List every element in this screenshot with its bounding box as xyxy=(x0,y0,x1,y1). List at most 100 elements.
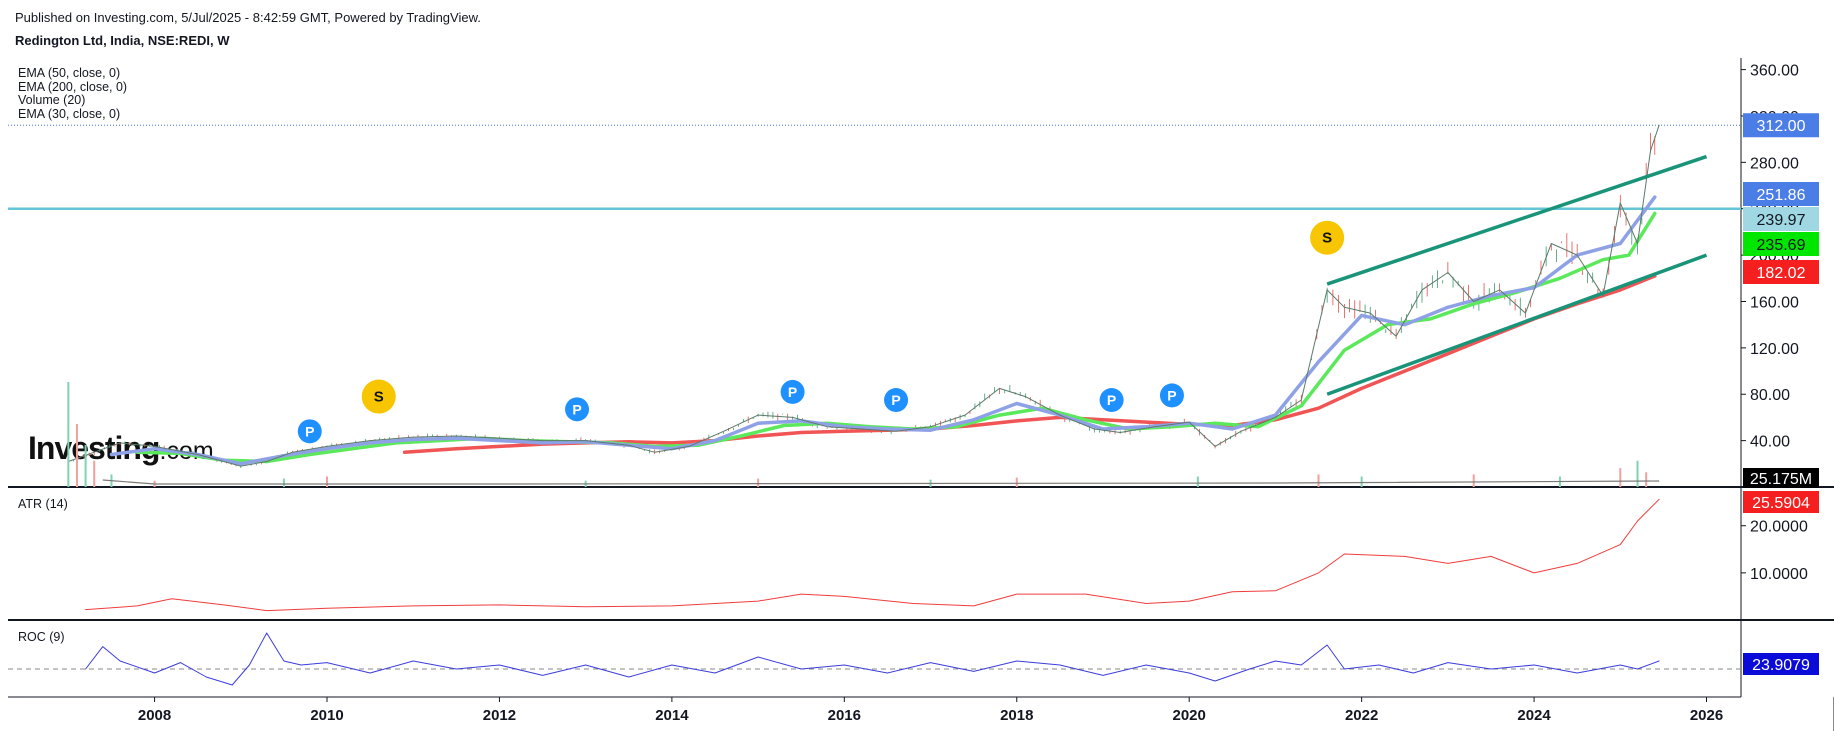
volume-pane xyxy=(67,382,1660,487)
atr-axis-tick-label: 20.0000 xyxy=(1750,519,1808,536)
dividend-marker[interactable]: P xyxy=(1099,388,1124,413)
time-axis-tick-label: 2010 xyxy=(310,707,343,724)
time-axis-tick-label: 2020 xyxy=(1173,707,1206,724)
split-marker[interactable]: S xyxy=(361,379,396,414)
published-caption: Published on Investing.com, 5/Jul/2025 -… xyxy=(15,10,481,25)
volume-tag-label: 25.175M xyxy=(1750,471,1812,488)
price-tag-bg xyxy=(1743,182,1819,206)
price-axis-tick-label: 120.00 xyxy=(1750,341,1799,358)
legend-ema30[interactable]: EMA (30, close, 0) xyxy=(18,106,121,121)
dividend-marker[interactable]: P xyxy=(780,379,805,404)
atr-pane-label[interactable]: ATR (14) xyxy=(18,497,68,511)
marker-label: P xyxy=(572,401,581,417)
marker-label: S xyxy=(374,389,384,406)
price-tag: 239.97 xyxy=(1743,207,1819,231)
time-axis-tick-label: 2024 xyxy=(1517,707,1551,724)
price-tag-label: 239.97 xyxy=(1757,212,1806,229)
marker-circle[interactable] xyxy=(1310,220,1345,255)
price-pane[interactable]: P S P P P P P S xyxy=(8,124,1741,468)
price-tag: 182.02 xyxy=(1743,260,1819,284)
split-marker[interactable]: S xyxy=(1310,220,1345,255)
volume-bar xyxy=(282,478,285,487)
price-axis-tick-label: 40.00 xyxy=(1750,434,1790,451)
time-axis-tick-label: 2026 xyxy=(1690,707,1723,724)
atr-pane[interactable] xyxy=(85,498,1660,612)
atr-tag: 25.5904 xyxy=(1743,491,1819,513)
time-axis-tick-label: 2016 xyxy=(828,707,861,724)
marker-circle[interactable] xyxy=(565,397,590,422)
roc-pane[interactable] xyxy=(8,632,1741,686)
price-axis-tick-label: 80.00 xyxy=(1750,387,1790,404)
logo-main: Investing xyxy=(28,430,160,466)
volume-bar xyxy=(1015,477,1018,487)
marker-label: P xyxy=(1107,392,1116,408)
volume-bar xyxy=(84,445,87,487)
price-tag-label: 235.69 xyxy=(1757,237,1806,254)
atr-tag-label: 25.5904 xyxy=(1752,495,1810,512)
dividend-marker[interactable]: P xyxy=(297,419,322,444)
indicator-legend: EMA (50, close, 0) EMA (200, close, 0) V… xyxy=(18,66,128,121)
marker-circle[interactable] xyxy=(1099,388,1124,413)
volume-bar xyxy=(67,382,70,487)
time-axis-tick-label: 2022 xyxy=(1345,707,1378,724)
volume-bar xyxy=(757,478,760,487)
symbol-title: Redington Ltd, India, NSE:REDI, W xyxy=(15,33,230,48)
marker-circle[interactable] xyxy=(297,419,322,444)
volume-bar xyxy=(93,460,96,487)
dividend-marker[interactable]: P xyxy=(884,388,909,413)
time-axis-tick-label: 2014 xyxy=(655,707,689,724)
price-candles xyxy=(67,132,1656,468)
marker-circle[interactable] xyxy=(780,379,805,404)
ema50-line xyxy=(109,195,1657,466)
roc-tag: 23.9079 xyxy=(1743,653,1819,675)
volume-ma-line xyxy=(102,479,1660,485)
marker-label: P xyxy=(788,384,797,400)
price-close-line xyxy=(67,124,1660,467)
volume-bar xyxy=(1636,460,1639,487)
price-tag: 235.69 xyxy=(1743,232,1819,256)
volume-bar xyxy=(1472,474,1475,487)
dividend-marker[interactable]: P xyxy=(1159,383,1184,408)
atr-line xyxy=(85,498,1660,612)
time-axis[interactable]: 2008 2010 2012 2014 2016 2018 2020 2022 2024 2026 xyxy=(138,697,1723,724)
legend-ema200[interactable]: EMA (200, close, 0) xyxy=(18,79,128,94)
volume-bar xyxy=(75,424,78,487)
channel-upper-line[interactable] xyxy=(1326,154,1708,286)
volume-bar xyxy=(1196,476,1199,487)
price-axis-tick-label: 360.00 xyxy=(1750,63,1799,80)
price-tag-bg xyxy=(1743,232,1819,256)
price-axis-tick-label: 160.00 xyxy=(1750,294,1799,311)
volume-bar xyxy=(326,476,329,487)
price-tag-bg xyxy=(1743,260,1819,284)
atr-tag-bg xyxy=(1743,491,1819,513)
volume-bar xyxy=(1619,468,1622,487)
legend-ema50[interactable]: EMA (50, close, 0) xyxy=(18,66,121,80)
price-axis-tick-label: 280.00 xyxy=(1750,155,1799,172)
marker-label: S xyxy=(1322,230,1332,247)
price-tag-bg xyxy=(1743,207,1819,231)
time-axis-tick-label: 2008 xyxy=(138,707,171,724)
channel-lower-line[interactable] xyxy=(1326,253,1708,396)
volume-tag-bg xyxy=(1743,468,1819,488)
price-tag-label: 251.86 xyxy=(1757,187,1806,204)
roc-pane-label[interactable]: ROC (9) xyxy=(18,630,65,644)
marker-circle[interactable] xyxy=(884,388,909,413)
legend-volume[interactable]: Volume (20) xyxy=(18,93,86,107)
roc-tag-label: 23.9079 xyxy=(1752,657,1810,674)
dividend-marker[interactable]: P xyxy=(565,397,590,422)
price-tag: 312.00 xyxy=(1743,113,1819,138)
volume-bar xyxy=(1645,472,1648,487)
time-axis-tick-label: 2012 xyxy=(483,707,516,724)
marker-circle[interactable] xyxy=(1159,383,1184,408)
marker-label: P xyxy=(305,423,314,439)
price-tag-label: 182.02 xyxy=(1757,265,1806,282)
roc-tag-bg xyxy=(1743,653,1819,675)
price-tag: 251.86 xyxy=(1743,182,1819,206)
price-axis[interactable]: 40.0080.00120.00160.00200.00240.00280.00… xyxy=(1741,63,1819,675)
roc-line xyxy=(85,632,1660,686)
volume-tag: 25.175M xyxy=(1743,468,1819,488)
marker-label: P xyxy=(891,392,900,408)
marker-circle[interactable] xyxy=(361,379,396,414)
price-tag-label: 312.00 xyxy=(1757,118,1806,135)
